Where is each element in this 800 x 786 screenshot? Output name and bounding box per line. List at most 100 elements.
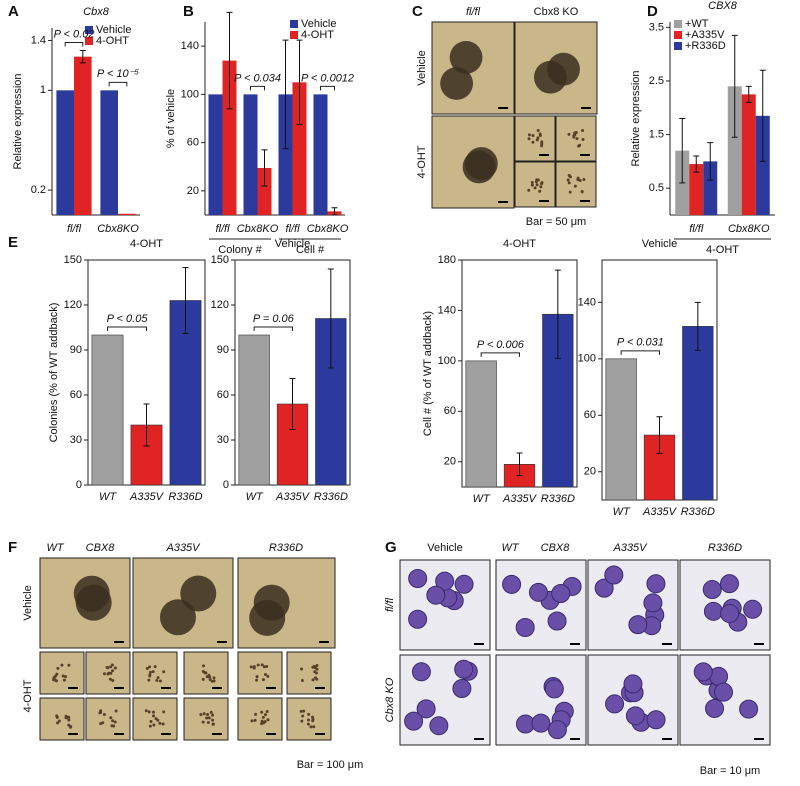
- cell-dot: [111, 719, 115, 723]
- cell-dot: [201, 664, 205, 668]
- annotation: P < 0.006: [477, 339, 525, 351]
- bar: [727, 86, 742, 215]
- cell-dot: [158, 721, 162, 725]
- cell-dot: [533, 186, 537, 190]
- cell-dot: [300, 719, 304, 723]
- cell-dot: [208, 677, 212, 681]
- error-bar: [693, 155, 700, 173]
- x-tick-label: Cbx8KO: [307, 223, 349, 235]
- bar: [118, 213, 136, 215]
- x-tick-label: Cbx8KO: [728, 223, 770, 235]
- x-tick-label: A335V: [129, 491, 165, 503]
- cell-dot: [249, 665, 253, 669]
- error-bar: [554, 269, 561, 359]
- y-tick-label: 120: [64, 299, 82, 311]
- cell-dot: [256, 663, 260, 667]
- cell: [719, 574, 739, 594]
- cell: [623, 674, 643, 694]
- bar: [741, 94, 756, 215]
- cell: [452, 679, 472, 699]
- row-label: Vehicle: [22, 585, 34, 620]
- y-tick-label: 1.5: [649, 128, 664, 140]
- significance-bracket: [64, 41, 84, 47]
- chart-title: Vehicle: [642, 238, 677, 250]
- colony: [180, 575, 217, 612]
- row-label: fl/fl: [384, 597, 396, 612]
- cell-dot: [568, 190, 572, 194]
- cell-dot: [199, 713, 203, 717]
- cell-dot: [540, 144, 544, 148]
- y-tick-label: 3.5: [649, 21, 664, 33]
- cell-dot: [531, 134, 535, 138]
- cell-dot: [265, 665, 269, 669]
- y-axis-label: Colonies (% of WT addback): [48, 303, 60, 443]
- annotation: P < 0.034: [234, 72, 281, 84]
- y-tick-label: 30: [217, 434, 229, 446]
- cell-dot: [105, 665, 109, 669]
- cell: [454, 574, 474, 594]
- cell-dot: [155, 678, 159, 682]
- panel-label: C: [412, 3, 423, 20]
- legend-label: Vehicle: [301, 18, 336, 30]
- y-tick-label: 90: [70, 344, 82, 356]
- cell: [628, 615, 648, 635]
- cell-dot: [61, 674, 65, 678]
- cell-dot: [306, 722, 310, 726]
- cell: [713, 682, 733, 702]
- y-tick-label: 20: [584, 466, 596, 478]
- legend-label: +WT: [685, 18, 709, 30]
- cell-dot: [149, 719, 153, 723]
- column-label: A335V: [165, 542, 201, 554]
- cell: [551, 584, 571, 604]
- cell-dot: [572, 133, 576, 137]
- cell-dot: [67, 718, 71, 722]
- panel-label: G: [385, 539, 397, 556]
- cell-dot: [113, 720, 117, 724]
- significance-bracket: [108, 81, 128, 87]
- legend-label: 4-OHT: [96, 35, 129, 47]
- cell-dot: [252, 665, 256, 669]
- y-tick-label: 20: [187, 185, 199, 197]
- cell-dot: [209, 710, 213, 714]
- y-axis-label: % of vehicle: [165, 89, 177, 148]
- cell-dot: [535, 183, 539, 187]
- significance-bracket: [253, 326, 293, 331]
- y-tick-label: 140: [578, 296, 596, 308]
- y-tick-label: 2.5: [649, 75, 664, 87]
- cell-dot: [567, 174, 571, 178]
- panel-label: A: [8, 3, 19, 20]
- significance-bracket: [480, 352, 520, 357]
- cell-dot: [582, 177, 586, 181]
- error-bar: [694, 301, 701, 351]
- cell-dot: [260, 663, 264, 667]
- y-tick-label: 120: [211, 299, 229, 311]
- cell-dot: [206, 721, 210, 725]
- x-tick-label: Cbx8KO: [237, 223, 279, 235]
- cell-dot: [162, 670, 166, 674]
- chart-title: CBX8: [708, 0, 738, 12]
- cell-dot: [99, 709, 103, 713]
- x-tick-label: R336D: [681, 506, 715, 518]
- bar: [56, 90, 74, 215]
- cell-dot: [109, 716, 113, 720]
- group-label: 4-OHT: [706, 244, 739, 256]
- panel-label: F: [8, 539, 17, 556]
- cell-dot: [54, 674, 58, 678]
- cell-dot: [539, 185, 543, 189]
- cell: [702, 580, 722, 600]
- cell-dot: [300, 667, 304, 671]
- row-label: 4-OHT: [416, 145, 428, 178]
- cell: [594, 578, 614, 598]
- error-bar: [182, 267, 189, 334]
- significance-bracket: [107, 326, 147, 331]
- legend-label: Vehicle: [96, 24, 131, 36]
- annotation: P < 0.0012: [301, 72, 354, 84]
- cell-dot: [536, 128, 540, 132]
- cell-dot: [148, 670, 152, 674]
- cell: [703, 601, 723, 621]
- x-tick-label: Cbx8KO: [97, 223, 139, 235]
- colony: [440, 67, 474, 100]
- cell-dot: [578, 178, 582, 182]
- bar: [208, 94, 223, 215]
- y-tick-label: 100: [181, 88, 199, 100]
